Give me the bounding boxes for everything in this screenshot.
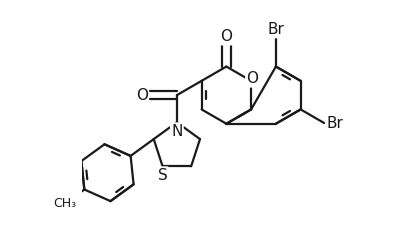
Text: CH₃: CH₃ — [53, 197, 76, 210]
Text: Br: Br — [327, 115, 344, 131]
Text: O: O — [220, 29, 233, 44]
Text: N: N — [171, 124, 182, 138]
Text: Br: Br — [267, 22, 284, 37]
Text: S: S — [158, 168, 167, 183]
Text: O: O — [246, 71, 258, 86]
Text: O: O — [136, 88, 148, 103]
